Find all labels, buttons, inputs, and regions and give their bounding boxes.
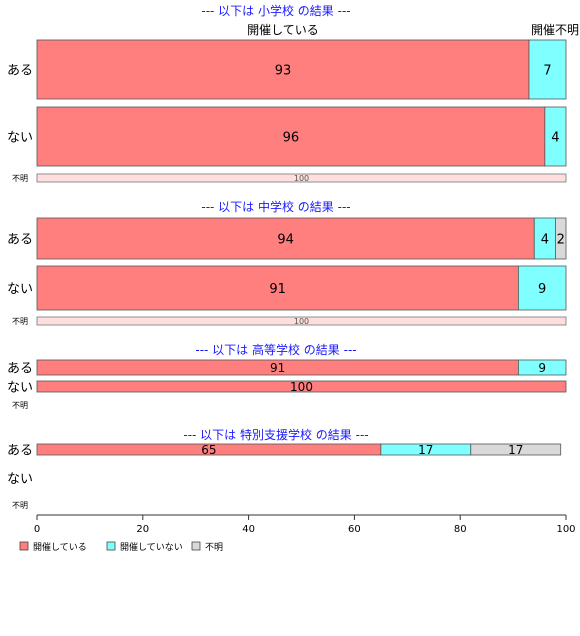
- panel-title: --- 以下は 高等学校 の結果 ---: [195, 342, 356, 357]
- row-label: ある: [7, 63, 33, 78]
- data-label: 9: [538, 361, 546, 375]
- data-label: 94: [277, 232, 294, 247]
- row-label: ない: [7, 282, 33, 297]
- x-tick-label: 40: [242, 524, 255, 535]
- data-label: 4: [551, 130, 559, 145]
- bar-segment-holding: [36, 265, 519, 311]
- data-label: 17: [508, 443, 523, 457]
- legend-swatch: [19, 541, 29, 551]
- column-header-holding: 開催している: [247, 23, 319, 37]
- row-label: ない: [7, 380, 33, 395]
- x-axis: 0 20 40 60 80 100: [34, 514, 576, 535]
- panel-1: --- 以下は 小学校 の結果 --- ある 93 7 ない 96 4 不明 100: [7, 3, 567, 183]
- data-label: 96: [283, 130, 300, 145]
- x-tick-label: 20: [136, 524, 149, 535]
- bar-segment-holding: [36, 217, 535, 260]
- bar-segment-holding: [36, 39, 530, 100]
- data-label: 100: [294, 174, 309, 183]
- row-label: 不明: [12, 317, 28, 326]
- row-label: 不明: [12, 501, 28, 510]
- legend-swatch: [191, 541, 201, 551]
- data-label: 17: [418, 443, 433, 457]
- row-label: 不明: [12, 401, 28, 410]
- bar-segment-holding: [36, 106, 546, 167]
- panel-3: --- 以下は 高等学校 の結果 --- ある 91 9 ない 100 不明: [7, 342, 567, 410]
- data-label: 9: [538, 282, 546, 297]
- data-label: 91: [270, 361, 285, 375]
- bar-segment-not-holding: [517, 359, 567, 376]
- row-label: 不明: [12, 174, 28, 183]
- row-label: ない: [7, 130, 33, 145]
- legend-swatch: [106, 541, 116, 551]
- panel-title: --- 以下は 小学校 の結果 ---: [201, 3, 350, 18]
- bar-segment-not-holding: [517, 265, 567, 311]
- bar-segment-unknown-total: [36, 316, 567, 326]
- data-label: 7: [543, 63, 551, 78]
- panel-title: --- 以下は 特別支援学校 の結果 ---: [183, 427, 368, 442]
- data-label: 100: [294, 317, 309, 326]
- data-label: 100: [290, 380, 313, 394]
- row-label: ある: [7, 232, 33, 247]
- legend-label: 開催していない: [120, 541, 183, 553]
- x-tick-label: 80: [454, 524, 467, 535]
- bar-segment-unknown: [555, 217, 567, 260]
- legend: 開催している 開催していない 不明: [19, 541, 223, 553]
- x-tick-label: 60: [348, 524, 361, 535]
- data-label: 93: [275, 63, 292, 78]
- data-label: 65: [201, 443, 216, 457]
- panel-title: --- 以下は 中学校 の結果 ---: [201, 199, 350, 214]
- bar-segment-not-holding: [544, 106, 567, 167]
- x-tick-label: 0: [34, 524, 40, 535]
- row-label: ある: [7, 443, 33, 458]
- bar-segment-unknown: [470, 443, 562, 456]
- row-label: ない: [7, 472, 33, 487]
- data-label: 2: [557, 232, 565, 247]
- x-tick-label: 100: [556, 524, 575, 535]
- column-header-unknown: 開催不明: [531, 23, 579, 37]
- legend-label: 開催している: [33, 541, 87, 553]
- data-label: 91: [269, 282, 286, 297]
- bar-segment-not-holding: [528, 39, 567, 100]
- chart-panels: --- 以下は 小学校 の結果 ---ある 93 7ない 96 4不明 100--- 以下…: [7, 3, 567, 510]
- row-label: ある: [7, 361, 33, 376]
- bar-segment-unknown-total: [36, 173, 567, 183]
- legend-label: 不明: [205, 542, 223, 553]
- data-label: 4: [541, 232, 549, 247]
- bar-segment-holding: [36, 380, 567, 393]
- panel-2: --- 以下は 中学校 の結果 --- ある 94 4 2 ない 91 9 不明 100: [7, 199, 567, 326]
